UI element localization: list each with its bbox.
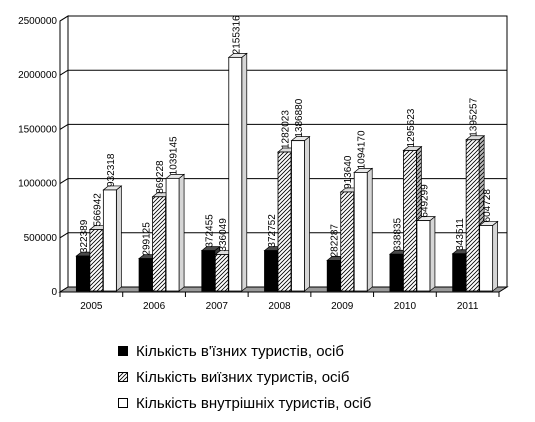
data-label: 1282023 xyxy=(281,110,292,149)
gridline-side xyxy=(59,178,69,185)
data-label: 338835 xyxy=(392,217,403,251)
data-label: 343511 xyxy=(455,218,466,251)
data-label: 322389 xyxy=(79,219,90,253)
bar-front xyxy=(452,253,467,292)
y-tick-label: 1000000 xyxy=(18,179,57,190)
x-tick-label: 2007 xyxy=(206,301,229,312)
legend-label: Кількість внутрішніх туристів, осіб xyxy=(136,394,372,412)
x-tick-label: 2010 xyxy=(394,301,417,312)
plot-side-wall xyxy=(59,15,69,293)
legend: Кількість в'їзних туристів, осіб Кількіс… xyxy=(118,338,371,416)
bar-side xyxy=(304,135,310,292)
bar-side xyxy=(366,167,373,292)
bar-chart: 0 500000 1000000 1500000 2000000 2500000 3223… xyxy=(18,15,509,312)
data-label: 299125 xyxy=(142,222,153,256)
bar-front xyxy=(228,56,243,292)
bar-front xyxy=(479,225,494,292)
bar-front xyxy=(291,140,305,292)
bar-front xyxy=(138,258,153,292)
bar-side xyxy=(178,173,185,292)
bar: 1386880 xyxy=(290,98,311,292)
y-tick-label: 500000 xyxy=(24,233,58,244)
bar-front xyxy=(353,171,368,292)
legend-label: Кількість виїзних туристів, осіб xyxy=(136,368,350,386)
bar-side xyxy=(492,220,498,292)
bar-front xyxy=(340,191,355,292)
x-tick-label: 2008 xyxy=(268,301,291,312)
legend-swatch-hatched xyxy=(118,372,128,382)
y-tick-label: 1500000 xyxy=(18,124,57,135)
data-label: 2155316 xyxy=(231,15,242,54)
legend-swatch-solid xyxy=(118,346,128,356)
bar: 2155316 xyxy=(227,15,248,292)
data-label: 869228 xyxy=(155,160,166,194)
gridline-side xyxy=(59,69,69,76)
data-label: 372455 xyxy=(204,214,215,248)
data-label: 913640 xyxy=(343,155,354,189)
y-tick-label: 2000000 xyxy=(18,70,57,81)
x-axis-ticks: 2005 2006 2007 2008 2009 2010 2011 xyxy=(59,291,500,312)
data-label: 1386880 xyxy=(294,98,305,137)
bar-front xyxy=(89,229,104,292)
bar: 1094170 xyxy=(353,130,374,292)
y-tick-label: 0 xyxy=(51,287,57,298)
data-label: 566942 xyxy=(92,193,103,227)
bar-front xyxy=(75,255,90,292)
data-label: 649299 xyxy=(419,184,430,218)
data-label: 336049 xyxy=(218,218,229,252)
bar-front xyxy=(277,151,292,292)
legend-item-arrivals: Кількість в'їзних туристів, осіб xyxy=(118,338,371,364)
data-label: 1039145 xyxy=(169,136,180,175)
bar-front xyxy=(465,139,480,292)
bar: 604728 xyxy=(478,189,499,292)
legend-item-domestic: Кількість внутрішніх туристів, осіб xyxy=(118,390,371,416)
data-label: 932318 xyxy=(106,153,117,187)
legend-item-departures: Кількість виїзних туристів, осіб xyxy=(118,364,371,390)
y-tick-label: 2500000 xyxy=(18,16,57,27)
x-tick-label: 2005 xyxy=(80,301,103,312)
bar-front xyxy=(264,250,278,292)
bar-front xyxy=(165,177,180,292)
bar: 932318 xyxy=(102,153,123,292)
data-label: 1094170 xyxy=(357,130,368,169)
bar-front xyxy=(102,189,117,292)
data-label: 1395257 xyxy=(469,97,480,136)
gridline-side xyxy=(59,123,69,130)
legend-swatch-white xyxy=(118,398,128,408)
data-label: 604728 xyxy=(482,189,493,223)
bar: 1039145 xyxy=(165,136,186,292)
data-label: 1295623 xyxy=(406,108,417,147)
bar-front xyxy=(152,196,166,292)
gridline-side xyxy=(59,232,69,239)
gridline-side xyxy=(59,15,69,22)
x-tick-label: 2009 xyxy=(331,301,354,312)
bar-front xyxy=(326,260,341,292)
legend-label: Кількість в'їзних туристів, осіб xyxy=(136,342,344,360)
bar-side xyxy=(429,215,436,292)
data-label: 282287 xyxy=(330,224,341,258)
x-tick-label: 2011 xyxy=(457,301,479,312)
data-label: 372752 xyxy=(267,214,278,248)
bar-front xyxy=(201,250,216,292)
bar-side xyxy=(116,185,122,292)
bar-front xyxy=(214,254,229,292)
x-tick-label: 2006 xyxy=(143,301,166,312)
bar: 649299 xyxy=(415,184,436,292)
bar-front xyxy=(403,150,417,292)
bar-front xyxy=(389,253,404,292)
bar-front xyxy=(416,220,431,292)
bar-side xyxy=(241,52,248,292)
